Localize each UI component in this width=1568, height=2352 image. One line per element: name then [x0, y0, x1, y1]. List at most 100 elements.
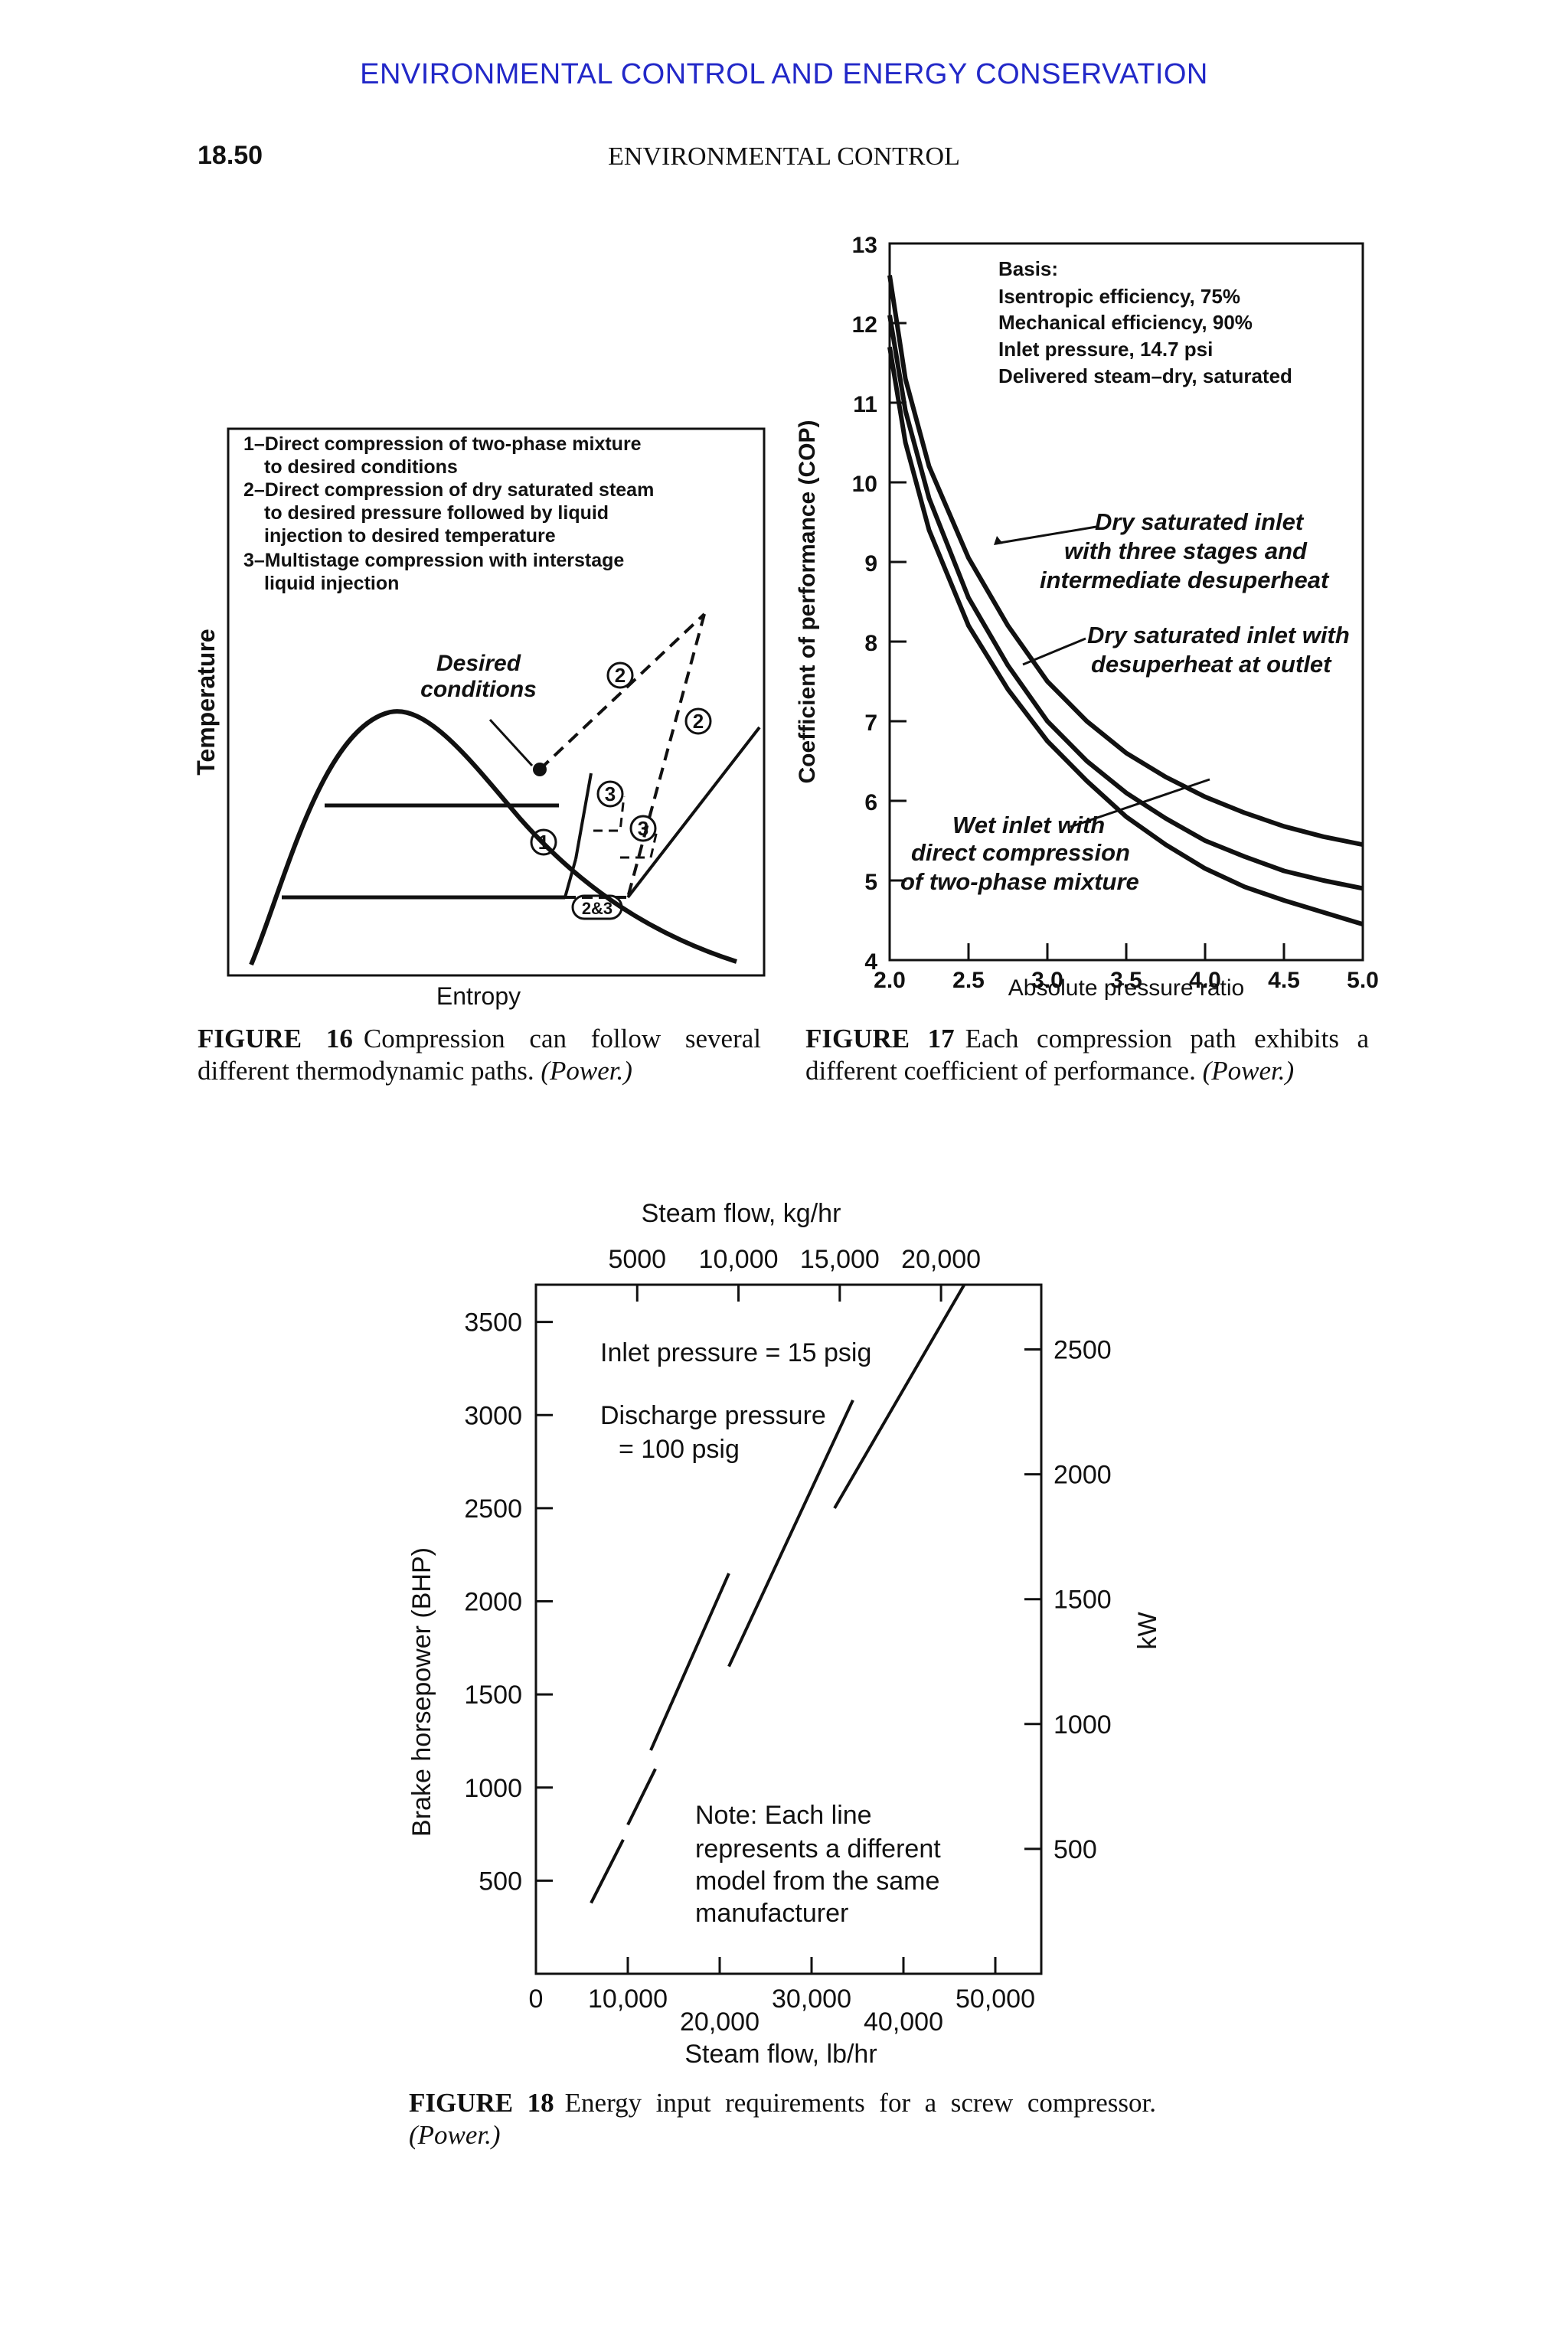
y-tick-label: 1500	[464, 1681, 522, 1710]
x-tick-label: 0	[529, 1984, 544, 2014]
right-axis-label: kW	[1133, 1612, 1162, 1649]
legend-line: injection to desired temperature	[264, 525, 556, 547]
top-tick-label: 5000	[608, 1245, 666, 1274]
annotation-top: with three stages and	[1064, 537, 1308, 564]
y-tick-label: 2500	[464, 1494, 522, 1524]
top-tick-label: 10,000	[699, 1245, 779, 1274]
y-tick-label: 2000	[464, 1588, 522, 1617]
saturation-dome	[249, 709, 737, 966]
right-tick-label: 2000	[1054, 1461, 1112, 1490]
legend-line: to desired conditions	[264, 456, 458, 478]
x-tick-label: 20,000	[680, 2007, 760, 2037]
y-tick-label: 6	[864, 790, 877, 815]
y-axis-label: Brake horsepower (BHP)	[407, 1547, 436, 1837]
annotation-low: of two-phase mixture	[900, 868, 1139, 895]
annotation-top: Dry saturated inlet	[1095, 508, 1305, 535]
y-tick-label: 8	[864, 631, 877, 656]
figure18-caption-label: FIGURE 18	[409, 2088, 554, 2118]
book-banner: ENVIRONMENTAL CONTROL AND ENERGY CONSERV…	[360, 58, 1208, 90]
basis-line: Inlet pressure, 14.7 psi	[998, 338, 1213, 361]
y-tick-label: 7	[864, 710, 877, 736]
y-tick-label: 1000	[464, 1774, 522, 1803]
note-model: model from the same	[695, 1867, 939, 1896]
figure16-frame	[227, 427, 766, 977]
right-tick-label: 500	[1054, 1835, 1097, 1864]
annotation-low: Wet inlet with	[952, 812, 1105, 838]
basis-line: Isentropic efficiency, 75%	[998, 285, 1240, 308]
model-line-4	[727, 1399, 854, 1668]
basis-line: Basis:	[998, 257, 1058, 280]
y-tick-label: 9	[864, 551, 877, 577]
basis-line: Delivered steam–dry, saturated	[998, 364, 1292, 387]
note-model: represents a different	[695, 1834, 941, 1864]
y-tick-label: 10	[852, 472, 877, 497]
figure18-caption-text: Energy input requirements for a screw co…	[564, 2088, 1156, 2118]
model-line-1	[590, 1838, 625, 1904]
right-tick-label: 2500	[1054, 1336, 1112, 1365]
desired-pointer	[488, 718, 534, 767]
x-tick-label: 50,000	[956, 1984, 1035, 2014]
note-discharge: = 100 psig	[619, 1435, 740, 1464]
y-tick-label: 500	[479, 1867, 522, 1896]
legend-line: 2–Direct compression of dry saturated st…	[243, 479, 654, 501]
marker-2: 2	[693, 710, 704, 733]
figure18-caption-source: (Power.)	[409, 2120, 501, 2150]
annotation-mid: desuperheat at outlet	[1091, 651, 1332, 678]
note-discharge: Discharge pressure	[600, 1401, 826, 1430]
marker-2-3: 2&3	[582, 899, 612, 918]
note-model: Note: Each line	[695, 1801, 872, 1830]
right-tick-label: 1000	[1054, 1710, 1112, 1740]
desired-label: conditions	[420, 677, 537, 702]
x-axis-label: Absolute pressure ratio	[1008, 975, 1245, 1001]
figure17-chart: 4 5 6 7 8 9 10 11 12 13 2.0 2.5 3.0 3.5 4.0 4.5 5.0 Basi…	[796, 233, 1379, 1001]
cop-curve-2	[887, 315, 1364, 891]
y-axis-label: Coefficient of performance (COP)	[796, 420, 820, 783]
figure16-diagram: 1–Direct compression of two-phase mixtur…	[192, 427, 766, 1010]
cop-curve-1	[887, 275, 1364, 848]
top-tick-label: 15,000	[800, 1245, 880, 1274]
discharge-line	[626, 726, 761, 899]
annotation-top: intermediate desuperheat	[1040, 567, 1330, 593]
legend-line: 1–Direct compression of two-phase mixtur…	[243, 433, 642, 455]
model-line-3	[649, 1573, 730, 1751]
figure17-caption: FIGURE 17 Each compression path exhibits …	[805, 1023, 1369, 1087]
legend-line: to desired pressure followed by liquid	[264, 502, 609, 524]
y-tick-label: 12	[852, 312, 877, 338]
marker-2: 2	[615, 664, 626, 687]
note-inlet: Inlet pressure = 15 psig	[600, 1338, 871, 1367]
figure17-caption-source: (Power.)	[1202, 1056, 1295, 1086]
running-title: ENVIRONMENTAL CONTROL	[608, 142, 960, 171]
marker-1: 1	[538, 831, 549, 854]
figure18-chart: Steam flow, kg/hr 500 1000 1500 2000 2500 300…	[407, 1199, 1162, 2069]
path-3-stages	[593, 795, 658, 859]
y-tick-label: 3500	[464, 1308, 522, 1338]
marker-3: 3	[605, 782, 616, 805]
x-tick-label: 5.0	[1347, 968, 1379, 993]
marker-3: 3	[638, 817, 648, 840]
top-axis-label: Steam flow, kg/hr	[642, 1199, 841, 1228]
annotation-mid: Dry saturated inlet with	[1087, 622, 1350, 648]
y-tick-label: 5	[864, 870, 877, 895]
y-axis-label: Temperature	[192, 629, 220, 775]
cop-curve-3	[887, 346, 1364, 927]
figure16-caption-text: Compression can follow several different…	[198, 1024, 762, 1086]
legend-line: liquid injection	[264, 573, 399, 594]
y-tick-label: 13	[852, 233, 877, 258]
figure16-caption: FIGURE 16 Compression can follow several …	[198, 1023, 761, 1087]
page-number: 18.50	[198, 141, 263, 170]
x-tick-label: 3.5	[1110, 968, 1142, 993]
x-tick-label: 40,000	[864, 2007, 943, 2037]
y-tick-label: 4	[864, 949, 877, 975]
figure16-caption-source: (Power.)	[541, 1056, 632, 1086]
x-tick-label: 30,000	[772, 1984, 851, 2014]
x-tick-label: 10,000	[588, 1984, 668, 2014]
right-tick-label: 1500	[1054, 1586, 1112, 1615]
y-tick-label: 3000	[464, 1401, 522, 1430]
pointer-mid	[1022, 637, 1086, 666]
model-line-5	[833, 1283, 966, 1509]
path-1b	[574, 773, 593, 860]
pointer-low	[1070, 778, 1210, 828]
pointer-top	[995, 525, 1097, 545]
top-tick-label: 20,000	[901, 1245, 981, 1274]
x-axis-label: Entropy	[436, 982, 521, 1010]
